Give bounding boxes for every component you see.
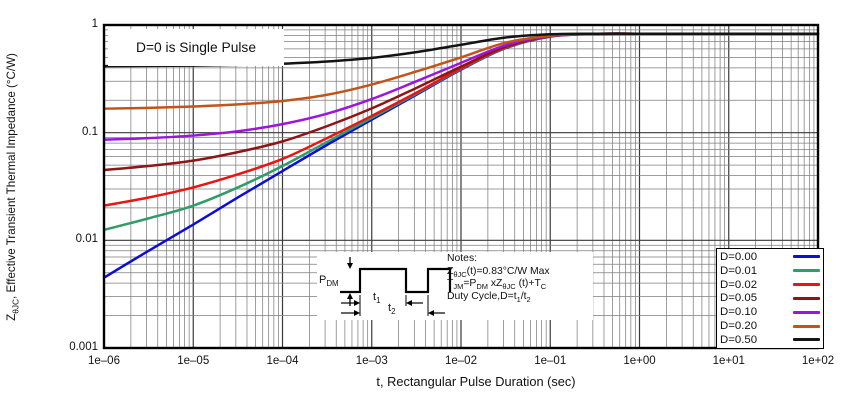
legend: D=0.00 D=0.01 D=0.02 D=0.05 D=0.10 D=0.20 D=0.… bbox=[716, 248, 824, 349]
y-tick-label: 0.01 bbox=[75, 233, 98, 246]
y-tick-label: 1 bbox=[91, 18, 98, 30]
notes-text: Notes: ZθJC(t)=0.83°C/W Max TJM=PDM xZθJC … bbox=[447, 253, 550, 303]
legend-item: D=0.20 bbox=[720, 320, 820, 332]
legend-label: D=0.20 bbox=[720, 320, 758, 333]
legend-item: D=0.50 bbox=[720, 334, 820, 346]
legend-swatch bbox=[793, 269, 820, 273]
single-pulse-annotation: D=0 is Single Pulse bbox=[108, 29, 284, 66]
note-line: TJM=PDM xZθJC (t)+TC bbox=[447, 278, 547, 292]
legend-item: D=0.05 bbox=[720, 292, 820, 304]
x-tick-label: 1e+02 bbox=[801, 355, 835, 367]
legend-item: D=0.00 bbox=[720, 251, 820, 263]
legend-swatch bbox=[793, 296, 820, 300]
pulse-t1-label: t1 bbox=[373, 291, 381, 306]
x-tick-label: 1e–06 bbox=[88, 355, 120, 367]
pulse-t2-label: t2 bbox=[388, 302, 396, 317]
x-tick-label: 1e–04 bbox=[266, 355, 299, 367]
x-tick-label: 1e+01 bbox=[712, 355, 745, 367]
x-tick-label: 1e–01 bbox=[534, 355, 567, 367]
legend-item: D=0.02 bbox=[720, 279, 820, 291]
y-tick-label: 0.1 bbox=[82, 125, 98, 138]
legend-label: D=0.10 bbox=[720, 306, 758, 319]
legend-item: D=0.01 bbox=[720, 265, 820, 277]
legend-label: D=0.01 bbox=[720, 264, 758, 277]
legend-swatch bbox=[793, 255, 820, 259]
y-tick-label: 0.001 bbox=[69, 341, 98, 353]
x-tick-label: 1e+00 bbox=[623, 355, 656, 367]
pulse-amplitude-label: PDM bbox=[319, 274, 339, 289]
legend-label: D=0.02 bbox=[720, 278, 758, 291]
y-axis-label: ZθJC, Effective Transient Thermal Impeda… bbox=[5, 53, 21, 321]
legend-swatch bbox=[793, 283, 820, 287]
x-tick-label: 1e–02 bbox=[445, 355, 477, 367]
legend-label: D=0.50 bbox=[720, 333, 758, 346]
pulse-waveform-diagram bbox=[340, 257, 452, 316]
notes-box: PDM t1 t2 Notes: ZθJC(t)=0.83°C/W Max TJM=… bbox=[317, 252, 593, 320]
x-tick-label: 1e–05 bbox=[177, 355, 210, 367]
legend-swatch bbox=[793, 310, 820, 314]
legend-swatch bbox=[793, 324, 820, 328]
note-line: Notes: bbox=[447, 253, 478, 264]
legend-label: D=0.05 bbox=[720, 292, 758, 305]
note-line: Duty Cycle,D=t1/t2 bbox=[447, 290, 531, 304]
legend-swatch bbox=[793, 338, 820, 342]
note-line: ZθJC(t)=0.83°C/W Max bbox=[447, 265, 550, 279]
x-tick-label: 1e–03 bbox=[355, 355, 388, 367]
legend-label: D=0.00 bbox=[720, 250, 758, 263]
legend-item: D=0.10 bbox=[720, 306, 820, 318]
x-axis-label: t, Rectangular Pulse Duration (sec) bbox=[376, 374, 576, 389]
